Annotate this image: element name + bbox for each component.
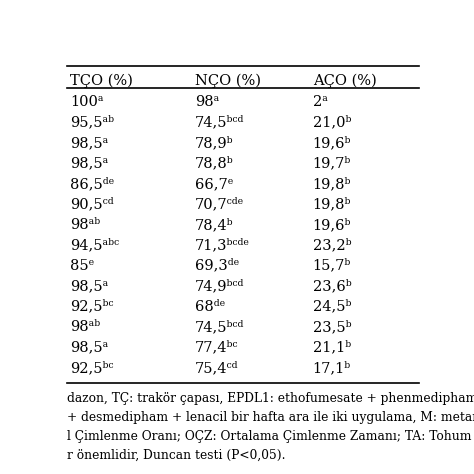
Text: 98,5ᵃ: 98,5ᵃ [70,279,109,293]
Text: 15,7ᵇ: 15,7ᵇ [313,259,351,273]
Text: 75,4ᶜᵈ: 75,4ᶜᵈ [195,361,239,375]
Text: 24,5ᵇ: 24,5ᵇ [313,300,351,314]
Text: NÇO (%): NÇO (%) [195,73,261,88]
Text: 98,5ᵃ: 98,5ᵃ [70,136,109,150]
Text: TÇO (%): TÇO (%) [70,73,133,88]
Text: 90,5ᶜᵈ: 90,5ᶜᵈ [70,197,114,211]
Text: 92,5ᵇᶜ: 92,5ᵇᶜ [70,361,114,375]
Text: 98ᵃᵇ: 98ᵃᵇ [70,218,100,232]
Text: 77,4ᵇᶜ: 77,4ᵇᶜ [195,340,239,355]
Text: dazon, TÇ: trakör çapası, EPDL1: ethofumesate + phenmedipham: dazon, TÇ: trakör çapası, EPDL1: ethofum… [66,392,474,405]
Text: l Çimlenme Oranı; OÇZ: Ortalama Çimlenme Zamanı; TA: Tohum: l Çimlenme Oranı; OÇZ: Ortalama Çimlenme… [66,430,471,443]
Text: AÇO (%): AÇO (%) [313,73,376,88]
Text: 68ᵈᵉ: 68ᵈᵉ [195,300,226,314]
Text: 21,0ᵇ: 21,0ᵇ [313,116,351,130]
Text: 86,5ᵈᵉ: 86,5ᵈᵉ [70,177,115,191]
Text: 71,3ᵇᶜᵈᵉ: 71,3ᵇᶜᵈᵉ [195,238,250,252]
Text: 17,1ᵇ: 17,1ᵇ [313,361,351,375]
Text: 23,5ᵇ: 23,5ᵇ [313,320,351,334]
Text: 78,4ᵇ: 78,4ᵇ [195,218,234,232]
Text: r önemlidir, Duncan testi (P<0,05).: r önemlidir, Duncan testi (P<0,05). [66,449,285,462]
Text: 74,5ᵇᶜᵈ: 74,5ᵇᶜᵈ [195,320,245,334]
Text: 2ᵃ: 2ᵃ [313,95,328,109]
Text: 19,6ᵇ: 19,6ᵇ [313,136,351,150]
Text: 74,9ᵇᶜᵈ: 74,9ᵇᶜᵈ [195,279,245,293]
Text: 98,5ᵃ: 98,5ᵃ [70,340,109,355]
Text: 85ᵉ: 85ᵉ [70,259,94,273]
Text: 74,5ᵇᶜᵈ: 74,5ᵇᶜᵈ [195,116,245,130]
Text: 19,8ᵇ: 19,8ᵇ [313,177,351,191]
Text: 78,9ᵇ: 78,9ᵇ [195,136,234,150]
Text: 23,2ᵇ: 23,2ᵇ [313,238,351,252]
Text: 98ᵃ: 98ᵃ [195,95,219,109]
Text: 94,5ᵃᵇᶜ: 94,5ᵃᵇᶜ [70,238,119,252]
Text: 92,5ᵇᶜ: 92,5ᵇᶜ [70,300,114,314]
Text: 78,8ᵇ: 78,8ᵇ [195,156,234,171]
Text: 69,3ᵈᵉ: 69,3ᵈᵉ [195,259,239,273]
Text: 66,7ᵉ: 66,7ᵉ [195,177,234,191]
Text: 21,1ᵇ: 21,1ᵇ [313,340,351,355]
Text: 19,8ᵇ: 19,8ᵇ [313,197,351,211]
Text: 23,6ᵇ: 23,6ᵇ [313,279,351,293]
Text: 98,5ᵃ: 98,5ᵃ [70,156,109,171]
Text: 19,6ᵇ: 19,6ᵇ [313,218,351,232]
Text: 98ᵃᵇ: 98ᵃᵇ [70,320,100,334]
Text: 100ᵃ: 100ᵃ [70,95,104,109]
Text: + desmedipham + lenacil bir hafta ara ile iki uygulama, M: metamitre: + desmedipham + lenacil bir hafta ara il… [66,411,474,424]
Text: 70,7ᶜᵈᵉ: 70,7ᶜᵈᵉ [195,197,245,211]
Text: 19,7ᵇ: 19,7ᵇ [313,156,351,171]
Text: 95,5ᵃᵇ: 95,5ᵃᵇ [70,116,114,130]
